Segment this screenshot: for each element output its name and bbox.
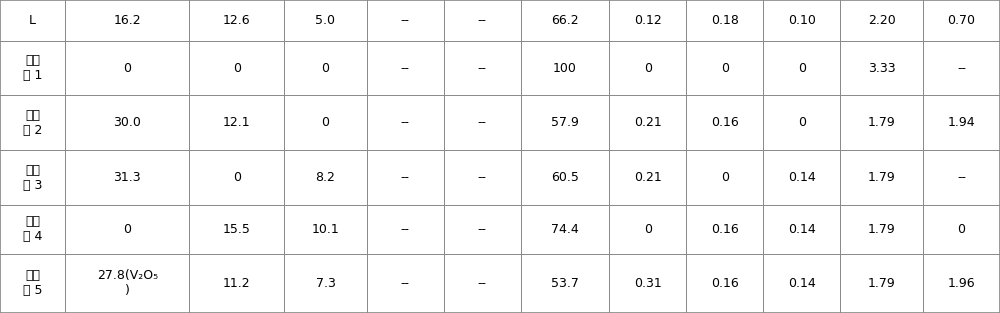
Text: 0: 0 [321,62,329,74]
Text: --: -- [401,14,410,27]
Text: 0.14: 0.14 [788,277,816,290]
Text: --: -- [478,116,487,129]
Text: 0.12: 0.12 [634,14,662,27]
Text: --: -- [478,14,487,27]
Text: 0.31: 0.31 [634,277,662,290]
Text: 0.16: 0.16 [711,277,739,290]
Text: 0: 0 [321,116,329,129]
Text: 对比
例 3: 对比 例 3 [23,164,42,192]
Text: 57.9: 57.9 [551,116,579,129]
Text: 1.79: 1.79 [868,277,896,290]
Text: 3.33: 3.33 [868,62,895,74]
Text: --: -- [401,171,410,184]
Text: 0.18: 0.18 [711,14,739,27]
Text: 0: 0 [644,223,652,236]
Text: 66.2: 66.2 [551,14,579,27]
Text: --: -- [401,223,410,236]
Text: --: -- [478,277,487,290]
Text: --: -- [478,223,487,236]
Text: 11.2: 11.2 [223,277,250,290]
Text: 0: 0 [958,223,966,236]
Text: 0: 0 [644,62,652,74]
Text: 0.10: 0.10 [788,14,816,27]
Text: 2.20: 2.20 [868,14,896,27]
Text: 74.4: 74.4 [551,223,579,236]
Text: 0: 0 [233,62,241,74]
Text: 对比
例 5: 对比 例 5 [23,269,42,297]
Text: L: L [29,14,36,27]
Text: 53.7: 53.7 [551,277,579,290]
Text: 0.16: 0.16 [711,223,739,236]
Text: 10.1: 10.1 [312,223,339,236]
Text: --: -- [478,171,487,184]
Text: 0: 0 [798,62,806,74]
Text: 30.0: 30.0 [113,116,141,129]
Text: 0.21: 0.21 [634,116,662,129]
Text: 1.94: 1.94 [948,116,975,129]
Text: 15.5: 15.5 [223,223,251,236]
Text: 16.2: 16.2 [113,14,141,27]
Text: 0.16: 0.16 [711,116,739,129]
Text: 0: 0 [123,62,131,74]
Text: --: -- [401,277,410,290]
Text: --: -- [957,171,966,184]
Text: --: -- [401,116,410,129]
Text: --: -- [478,62,487,74]
Text: 5.0: 5.0 [315,14,335,27]
Text: 1.79: 1.79 [868,116,896,129]
Text: 1.96: 1.96 [948,277,975,290]
Text: 0.70: 0.70 [948,14,976,27]
Text: 12.6: 12.6 [223,14,250,27]
Text: 60.5: 60.5 [551,171,579,184]
Text: 12.1: 12.1 [223,116,250,129]
Text: 0.14: 0.14 [788,171,816,184]
Text: 对比
例 1: 对比 例 1 [23,54,42,82]
Text: 对比
例 4: 对比 例 4 [23,215,42,243]
Text: 31.3: 31.3 [113,171,141,184]
Text: 0: 0 [798,116,806,129]
Text: --: -- [401,62,410,74]
Text: 0: 0 [721,62,729,74]
Text: 1.79: 1.79 [868,171,896,184]
Text: 0.21: 0.21 [634,171,662,184]
Text: 0.14: 0.14 [788,223,816,236]
Text: 7.3: 7.3 [316,277,335,290]
Text: 100: 100 [553,62,577,74]
Text: 0: 0 [721,171,729,184]
Text: 0: 0 [233,171,241,184]
Text: 对比
例 2: 对比 例 2 [23,109,42,137]
Text: 0: 0 [123,223,131,236]
Text: --: -- [957,62,966,74]
Text: 1.79: 1.79 [868,223,896,236]
Text: 8.2: 8.2 [316,171,335,184]
Text: 27.8(V₂O₅
): 27.8(V₂O₅ ) [97,269,158,297]
